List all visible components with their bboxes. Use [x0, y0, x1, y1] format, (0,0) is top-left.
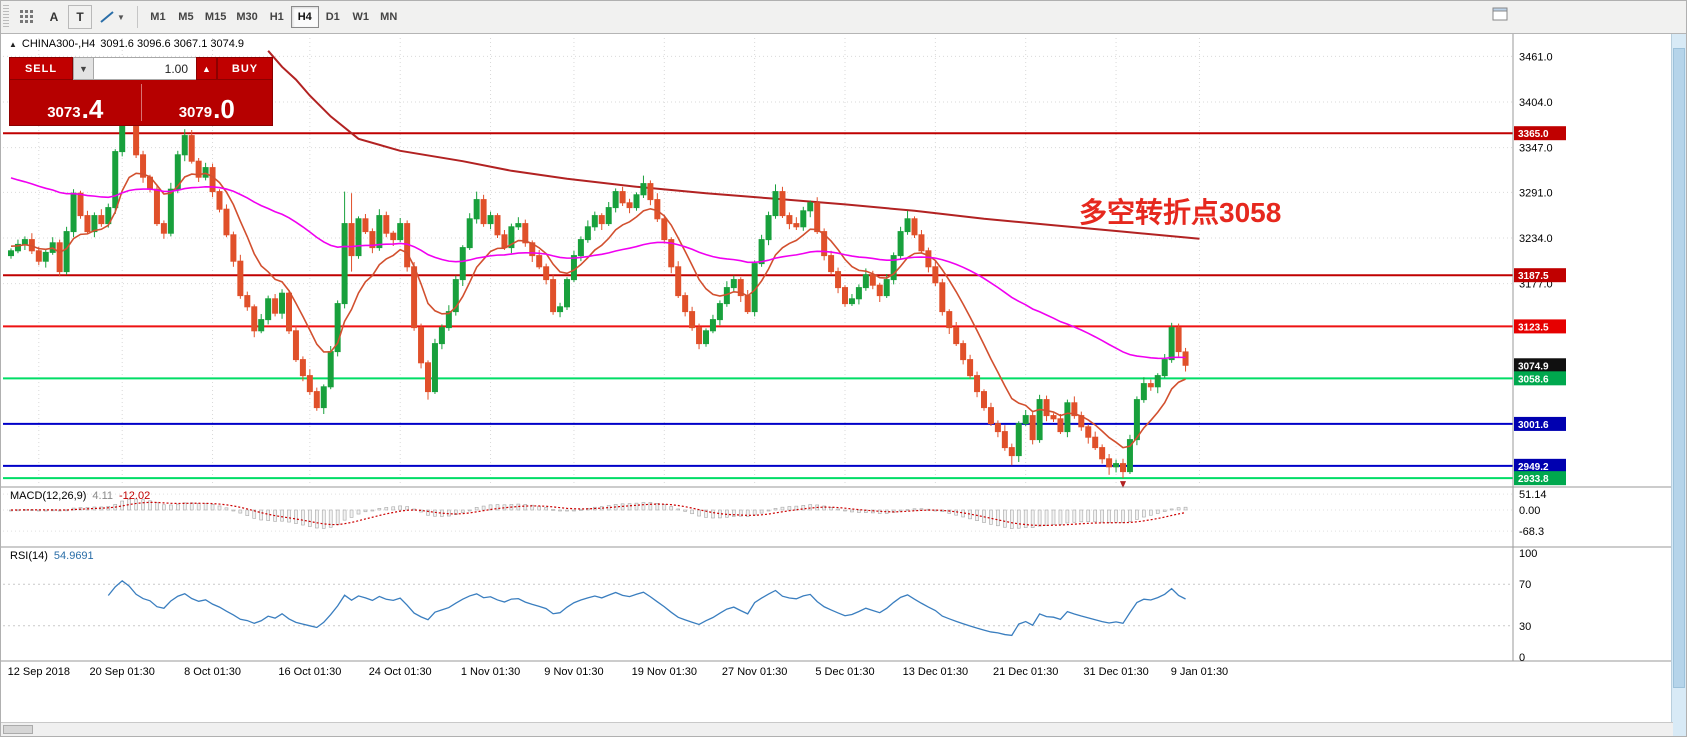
- sell-button[interactable]: SELL: [9, 57, 73, 80]
- price-divider: [140, 84, 142, 121]
- toolbar: A T ▼ M1 M5 M15 M30 H1 H4 D1 W1 MN: [1, 1, 1686, 34]
- volume-decrease-button[interactable]: ▼: [73, 57, 94, 80]
- svg-text:3187.5: 3187.5: [1518, 271, 1549, 282]
- textbox-tool-label: T: [76, 10, 84, 24]
- svg-text:24 Oct 01:30: 24 Oct 01:30: [369, 666, 432, 678]
- svg-text:51.14: 51.14: [1519, 489, 1547, 501]
- sell-price-main: 3073: [47, 104, 81, 121]
- buy-price-main: 3079: [178, 104, 213, 121]
- chart-title-ohlc: 3091.6 3096.6 3067.1 3074.9: [100, 38, 245, 50]
- svg-text:31 Dec 01:30: 31 Dec 01:30: [1083, 666, 1148, 678]
- sell-price-frac: .4: [81, 93, 104, 124]
- svg-text:3074.9: 3074.9: [1518, 361, 1549, 372]
- ma-mid-line: [10, 177, 1186, 360]
- ma-fast-line: [10, 172, 1186, 449]
- trade-prices-row: 3073 .4 3079 .0: [9, 80, 273, 126]
- sell-price[interactable]: 3073 .4: [10, 80, 141, 125]
- svg-text:0: 0: [1519, 652, 1525, 664]
- horizontal-scrollbar[interactable]: [1, 722, 1673, 736]
- svg-text:3123.5: 3123.5: [1518, 322, 1549, 333]
- svg-text:9 Jan 01:30: 9 Jan 01:30: [1171, 666, 1229, 678]
- macd-name: MACD(12,26,9): [10, 490, 87, 502]
- timeframe-m1[interactable]: M1: [144, 6, 172, 28]
- ma-long-line: [267, 50, 1200, 240]
- macd-label: MACD(12,26,9) 4.11 -12.02: [10, 490, 150, 502]
- svg-text:21 Dec 01:30: 21 Dec 01:30: [993, 666, 1058, 678]
- timeframe-m15[interactable]: M15: [200, 6, 231, 28]
- timeframe-m30[interactable]: M30: [231, 6, 262, 28]
- chart-title-symbol: CHINA300-,H4: [21, 38, 96, 50]
- rsi-line: [107, 579, 1186, 637]
- timeframe-h1[interactable]: H1: [263, 6, 291, 28]
- svg-text:70: 70: [1519, 579, 1531, 591]
- buy-button[interactable]: BUY: [217, 57, 273, 80]
- timeframe-d1[interactable]: D1: [319, 6, 347, 28]
- shapes-tool[interactable]: ▼: [94, 5, 130, 29]
- macd-value-main: 4.11: [92, 490, 114, 502]
- svg-text:20 Sep 01:30: 20 Sep 01:30: [89, 666, 154, 678]
- timeframe-h4[interactable]: H4: [290, 6, 319, 28]
- volume-input[interactable]: [94, 57, 196, 80]
- chart-canvas[interactable]: 12 Sep 2018 20 Sep 01:30 8 Oct 01:30 16 Oct…: [1, 34, 1673, 724]
- chart-annotation-text: 多空转折点3058: [1079, 197, 1282, 228]
- macd-signal-line: [10, 501, 1186, 526]
- macd-value-signal: -12.02: [119, 490, 151, 502]
- svg-text:-68.3: -68.3: [1519, 526, 1544, 538]
- timeframe-mn[interactable]: MN: [375, 6, 403, 28]
- svg-text:12 Sep 2018: 12 Sep 2018: [8, 666, 70, 678]
- svg-text:19 Nov 01:30: 19 Nov 01:30: [632, 666, 697, 678]
- trade-buttons-row: SELL ▼ ▲ BUY: [9, 57, 273, 80]
- buy-price[interactable]: 3079 .0: [142, 80, 273, 125]
- one-click-trading-panel: SELL ▼ ▲ BUY 3073 .4 3079 .0: [9, 57, 273, 126]
- svg-text:100: 100: [1519, 548, 1537, 560]
- one-click-toggle-icon[interactable]: ▲: [9, 39, 17, 49]
- svg-text:16 Oct 01:30: 16 Oct 01:30: [278, 666, 341, 678]
- svg-text:3001.6: 3001.6: [1518, 420, 1549, 431]
- buy-price-frac: .0: [213, 93, 235, 124]
- timeframe-w1[interactable]: W1: [347, 6, 375, 28]
- svg-text:9 Nov 01:30: 9 Nov 01:30: [544, 666, 603, 678]
- low-arrow-marker: [1120, 481, 1126, 489]
- svg-text:3347.0: 3347.0: [1519, 143, 1553, 155]
- svg-text:2933.8: 2933.8: [1518, 474, 1549, 485]
- svg-text:3058.6: 3058.6: [1518, 374, 1549, 385]
- window-icon[interactable]: [1492, 7, 1510, 23]
- svg-text:3461.0: 3461.0: [1519, 51, 1553, 63]
- svg-text:3365.0: 3365.0: [1518, 129, 1549, 140]
- svg-text:5 Dec 01:30: 5 Dec 01:30: [815, 666, 874, 678]
- rsi-name: RSI(14): [10, 550, 48, 562]
- vertical-scrollbar[interactable]: [1671, 34, 1686, 736]
- grid-icon[interactable]: [14, 5, 40, 29]
- text-label-tool[interactable]: A: [42, 5, 66, 29]
- chart-window: 12 Sep 2018 20 Sep 01:30 8 Oct 01:30 16 Oct…: [1, 34, 1673, 724]
- svg-text:27 Nov 01:30: 27 Nov 01:30: [722, 666, 787, 678]
- grid-icon-glyph: [20, 10, 33, 23]
- timeframe-m5[interactable]: M5: [172, 6, 200, 28]
- horizontal-scrollbar-thumb[interactable]: [3, 725, 33, 734]
- volume-increase-button[interactable]: ▲: [196, 57, 217, 80]
- toolbar-separator: [136, 6, 138, 28]
- svg-text:13 Dec 01:30: 13 Dec 01:30: [903, 666, 968, 678]
- svg-text:1 Nov 01:30: 1 Nov 01:30: [461, 666, 520, 678]
- svg-text:30: 30: [1519, 621, 1531, 633]
- svg-text:3291.0: 3291.0: [1519, 187, 1553, 199]
- trendline-icon: [100, 11, 114, 23]
- svg-text:2949.2: 2949.2: [1518, 462, 1549, 473]
- chevron-down-icon: ▼: [117, 12, 125, 22]
- textbox-tool[interactable]: T: [68, 5, 92, 29]
- svg-text:3234.0: 3234.0: [1519, 233, 1553, 245]
- svg-text:3404.0: 3404.0: [1519, 97, 1553, 109]
- chart-title: ▲ CHINA300-,H4 3091.6 3096.6 3067.1 3074…: [9, 38, 244, 50]
- svg-text:0.00: 0.00: [1519, 505, 1540, 517]
- svg-text:8 Oct 01:30: 8 Oct 01:30: [184, 666, 241, 678]
- price-tags: [1514, 126, 1566, 486]
- rsi-value: 54.9691: [53, 550, 94, 562]
- toolbar-grip[interactable]: [3, 5, 9, 29]
- rsi-label: RSI(14) 54.9691: [10, 550, 94, 562]
- vertical-scrollbar-thumb[interactable]: [1673, 48, 1685, 688]
